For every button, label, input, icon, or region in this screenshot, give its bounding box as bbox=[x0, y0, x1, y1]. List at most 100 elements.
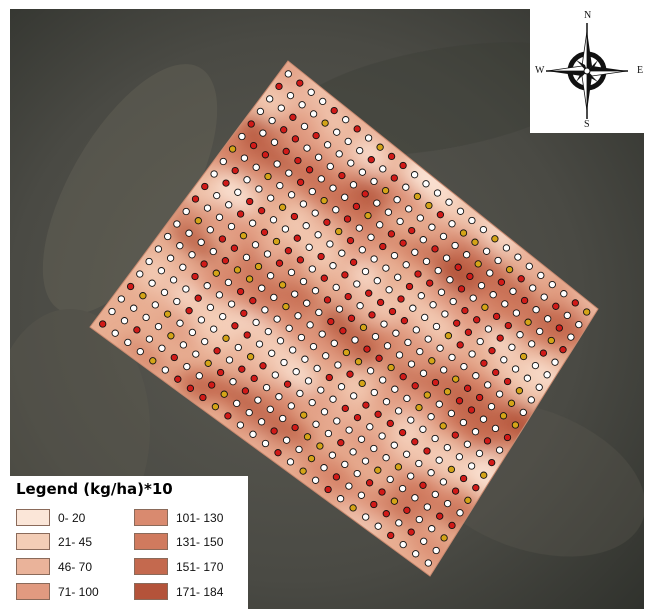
sample-point bbox=[280, 126, 288, 134]
sample-point bbox=[230, 244, 239, 252]
sample-point bbox=[221, 257, 230, 265]
sample-point bbox=[314, 231, 322, 239]
sample-point bbox=[415, 459, 423, 468]
sample-point bbox=[472, 372, 480, 380]
sample-point bbox=[443, 499, 452, 508]
sample-point bbox=[391, 385, 399, 393]
map-legend: Legend (kg/ha)*10 0- 20 21- 45 46- 70 71… bbox=[10, 476, 248, 610]
sample-point bbox=[222, 334, 230, 342]
sample-point bbox=[390, 251, 399, 260]
sample-point bbox=[374, 466, 382, 474]
sample-point bbox=[551, 358, 559, 366]
sample-point bbox=[471, 428, 480, 436]
sample-point bbox=[164, 232, 172, 241]
sample-point bbox=[508, 343, 516, 351]
yield-patch bbox=[507, 279, 537, 307]
sample-point bbox=[413, 192, 422, 201]
sample-point bbox=[179, 263, 187, 271]
sample-point bbox=[284, 247, 293, 255]
yield-patch bbox=[121, 336, 169, 375]
sample-point bbox=[287, 268, 296, 277]
sample-point bbox=[560, 290, 568, 298]
sample-point bbox=[206, 226, 214, 234]
sample-point bbox=[451, 431, 459, 439]
sample-point bbox=[415, 403, 423, 412]
sample-point bbox=[185, 307, 193, 315]
sample-point bbox=[398, 484, 407, 493]
sample-point bbox=[201, 337, 209, 346]
sample-point bbox=[268, 116, 276, 125]
sample-point bbox=[245, 408, 253, 417]
sample-point bbox=[329, 184, 337, 192]
sample-point bbox=[429, 301, 437, 309]
sample-point bbox=[411, 248, 419, 256]
sample-point bbox=[170, 353, 178, 362]
sample-point bbox=[329, 262, 337, 270]
sample-point bbox=[224, 412, 232, 420]
sample-point bbox=[487, 402, 496, 411]
sample-point bbox=[158, 344, 166, 352]
sample-point bbox=[117, 295, 125, 303]
sample-point bbox=[218, 235, 227, 243]
sample-point bbox=[411, 382, 419, 390]
sample-point bbox=[236, 421, 245, 429]
sample-point bbox=[312, 420, 320, 428]
yield-patch bbox=[335, 201, 388, 247]
yield-patch bbox=[234, 347, 284, 388]
sample-point bbox=[497, 278, 506, 286]
yield-patch bbox=[339, 370, 376, 404]
sample-point bbox=[402, 261, 410, 269]
sample-point bbox=[537, 271, 545, 280]
sample-point bbox=[392, 329, 400, 337]
sample-point bbox=[278, 203, 287, 211]
yield-patch bbox=[285, 278, 324, 311]
sample-point bbox=[261, 306, 269, 314]
sample-point bbox=[441, 310, 449, 318]
sample-point bbox=[422, 257, 431, 266]
sample-point bbox=[197, 238, 205, 246]
sample-point bbox=[484, 325, 493, 333]
sample-point bbox=[228, 145, 237, 153]
sample-point bbox=[407, 416, 415, 424]
legend-swatch bbox=[16, 583, 50, 600]
sample-point bbox=[309, 110, 318, 118]
sample-point bbox=[239, 232, 248, 240]
sample-point bbox=[332, 283, 340, 292]
sample-point bbox=[322, 352, 330, 360]
sample-point bbox=[238, 132, 246, 141]
sample-point bbox=[439, 422, 447, 430]
sample-point bbox=[511, 421, 520, 429]
sample-point bbox=[183, 362, 191, 371]
sample-point bbox=[370, 500, 378, 509]
sample-point bbox=[335, 150, 343, 158]
sample-point bbox=[424, 559, 432, 567]
sample-point bbox=[504, 321, 512, 330]
sample-point bbox=[488, 458, 496, 467]
sample-point bbox=[252, 318, 260, 327]
sample-point bbox=[471, 238, 479, 246]
sample-point bbox=[547, 336, 555, 345]
sample-point bbox=[363, 345, 371, 353]
sample-point bbox=[395, 351, 404, 359]
sample-point bbox=[410, 171, 419, 179]
sample-point bbox=[342, 116, 350, 124]
sample-point bbox=[295, 445, 303, 454]
sample-point bbox=[332, 473, 341, 481]
sample-point bbox=[236, 287, 245, 296]
sample-point bbox=[396, 217, 404, 226]
sample-point bbox=[435, 456, 443, 464]
sample-point bbox=[188, 328, 197, 337]
sample-point bbox=[254, 396, 262, 404]
sample-point bbox=[182, 207, 190, 216]
sample-point bbox=[357, 491, 366, 499]
sample-point bbox=[256, 107, 265, 116]
sample-point bbox=[412, 326, 420, 334]
sample-point bbox=[249, 297, 257, 305]
legend-swatch bbox=[16, 509, 50, 526]
sample-point bbox=[444, 332, 453, 340]
sample-point bbox=[243, 176, 251, 184]
sample-point bbox=[200, 260, 208, 268]
sample-point bbox=[335, 227, 343, 236]
sample-point bbox=[502, 244, 511, 252]
sample-point bbox=[270, 427, 278, 435]
